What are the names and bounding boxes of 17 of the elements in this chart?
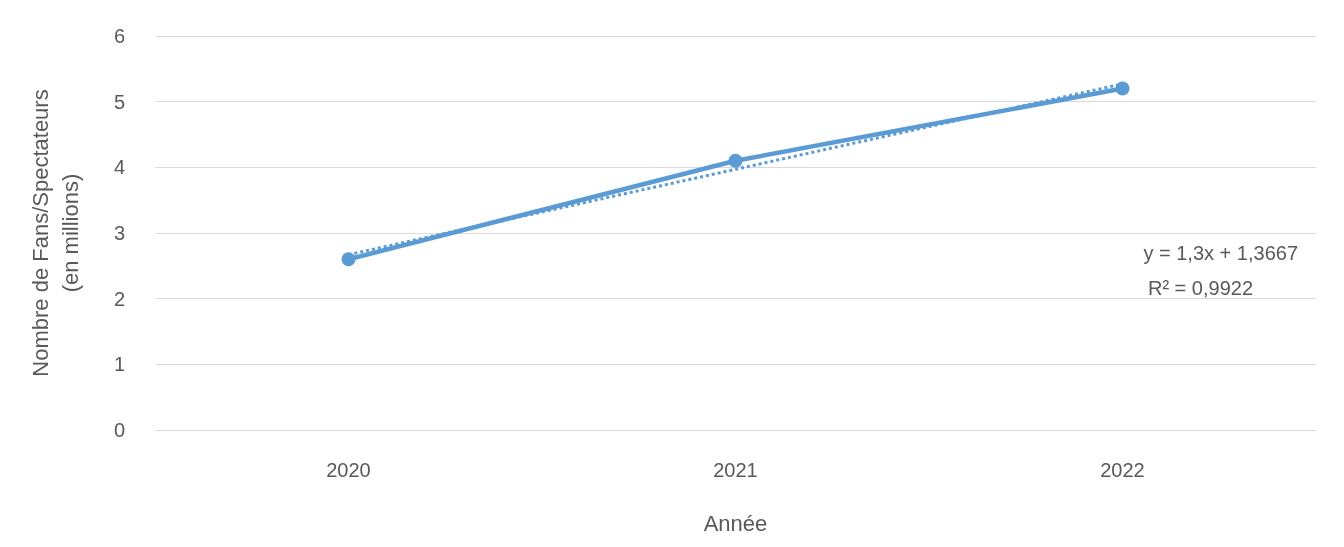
x-tick-label: 2022 (1100, 459, 1145, 481)
y-tick-label: 3 (113, 222, 125, 244)
x-tick-label: 2021 (713, 459, 758, 481)
point (341, 252, 356, 267)
y-tick-label: 2 (113, 287, 125, 310)
annotation: R² = 0,9922 (1147, 277, 1254, 299)
y-tick-label: 0 (113, 419, 125, 441)
y-tick-label: 1 (113, 353, 125, 376)
x-axis-title: Année (703, 510, 768, 536)
y-tick-label: 4 (113, 156, 125, 179)
y-tick-label: 6 (113, 25, 125, 47)
y-tick-label: 5 (113, 90, 125, 113)
point (728, 153, 743, 168)
x-tick-label: 2020 (326, 459, 371, 481)
annotation: y = 1,3x + 1,3667 (1143, 242, 1298, 264)
y-axis-title: Nombre de Fans/Spectateurs (en millions) (27, 89, 83, 377)
point (1115, 81, 1130, 96)
